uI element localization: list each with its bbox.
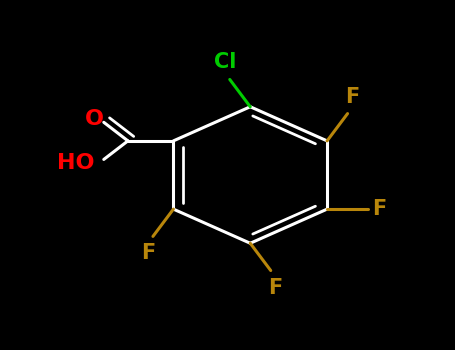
Text: F: F — [141, 243, 156, 264]
Text: Cl: Cl — [214, 52, 237, 72]
Text: F: F — [373, 199, 387, 219]
Text: O: O — [85, 109, 104, 129]
Text: HO: HO — [57, 153, 95, 173]
Text: F: F — [268, 278, 283, 298]
Text: F: F — [345, 86, 359, 107]
